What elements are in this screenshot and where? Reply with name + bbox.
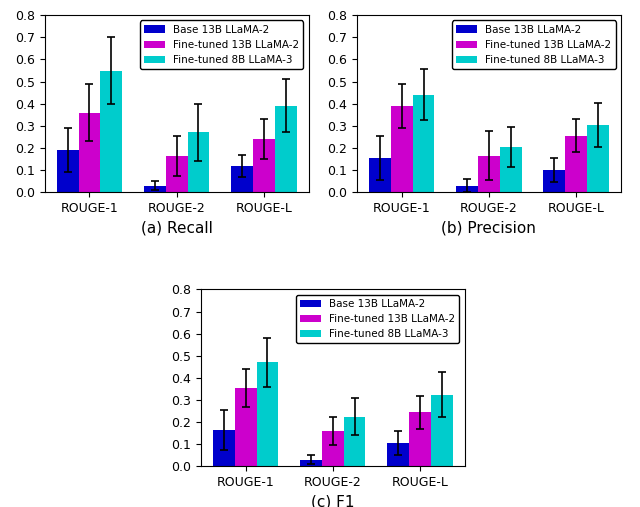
Bar (565, 136, 587, 192)
X-axis label: (b) Precision: (b) Precision (442, 221, 536, 235)
Bar (300, 460, 322, 466)
Bar (456, 186, 478, 192)
Bar (100, 70, 122, 192)
Bar (587, 125, 609, 192)
Bar (344, 417, 365, 466)
Bar (500, 147, 522, 192)
Bar (431, 394, 452, 466)
Bar (253, 139, 275, 192)
Bar (166, 156, 188, 192)
Bar (188, 132, 209, 192)
Bar (257, 363, 278, 466)
Bar (213, 430, 235, 466)
X-axis label: (a) Recall: (a) Recall (141, 221, 212, 235)
Legend: Base 13B LLaMA-2, Fine-tuned 13B LLaMA-2, Fine-tuned 8B LLaMA-3: Base 13B LLaMA-2, Fine-tuned 13B LLaMA-2… (452, 20, 616, 69)
Bar (235, 388, 257, 466)
Bar (543, 170, 565, 192)
Legend: Base 13B LLaMA-2, Fine-tuned 13B LLaMA-2, Fine-tuned 8B LLaMA-3: Base 13B LLaMA-2, Fine-tuned 13B LLaMA-2… (140, 20, 303, 69)
Bar (369, 158, 391, 192)
Bar (322, 431, 344, 466)
Bar (478, 156, 500, 192)
Bar (57, 150, 79, 192)
X-axis label: (c) F1: (c) F1 (311, 495, 355, 507)
Legend: Base 13B LLaMA-2, Fine-tuned 13B LLaMA-2, Fine-tuned 8B LLaMA-3: Base 13B LLaMA-2, Fine-tuned 13B LLaMA-2… (296, 295, 460, 343)
Bar (275, 106, 296, 192)
Bar (409, 412, 431, 466)
Bar (144, 186, 166, 192)
Bar (413, 95, 435, 192)
Bar (79, 113, 100, 192)
Bar (231, 166, 253, 192)
Bar (387, 443, 409, 466)
Bar (391, 106, 413, 192)
